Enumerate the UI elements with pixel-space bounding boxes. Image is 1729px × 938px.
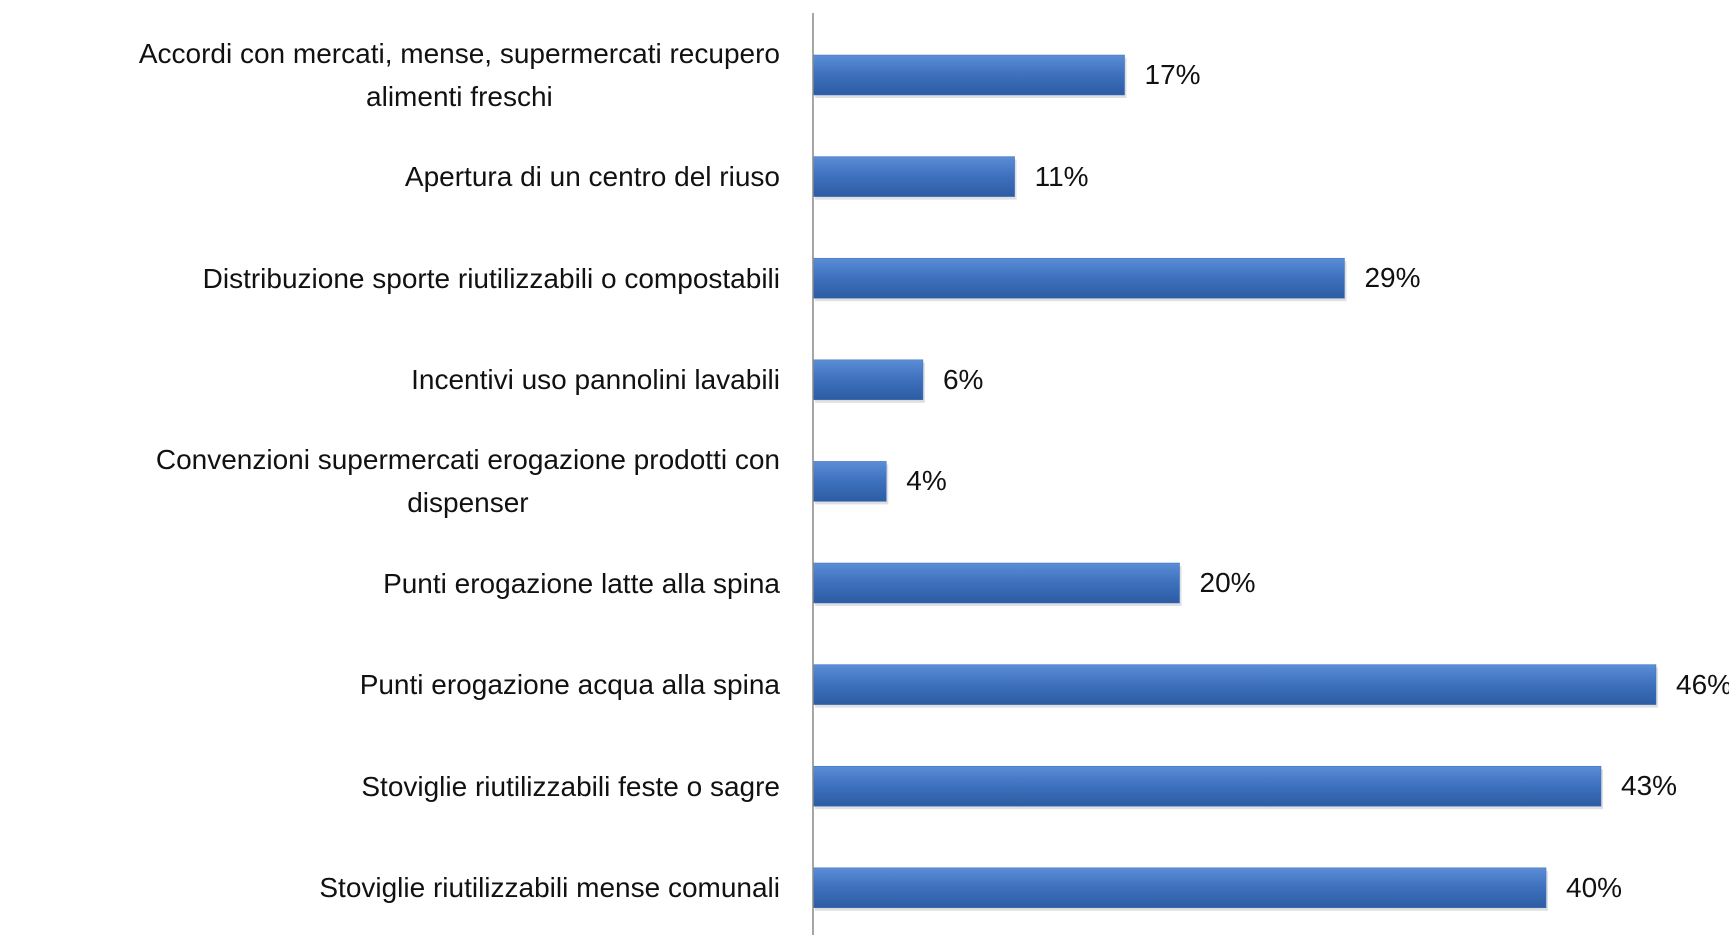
category-text: Punti erogazione latte alla spina [383, 567, 780, 599]
bar [812, 54, 1125, 96]
category-label: Punti erogazione latte alla spina [0, 533, 780, 633]
bar [812, 867, 1547, 909]
value-label: 43% [1621, 770, 1678, 802]
bar [812, 562, 1180, 604]
category-text: Punti erogazione acqua alla spina [359, 669, 780, 701]
value-label: 46% [1676, 668, 1729, 700]
value-label: 40% [1566, 871, 1623, 903]
bar [812, 156, 1015, 197]
category-text: Apertura di un centro del riuso [404, 161, 780, 193]
category-label: Distribuzione sporte riutilizzabili o co… [0, 228, 780, 328]
category-label: Punti erogazione acqua alla spina [0, 635, 780, 735]
bar [812, 257, 1345, 299]
category-label: Incentivi uso pannolini lavabili [0, 330, 780, 430]
category-label: Convenzioni supermercati erogazione prod… [0, 431, 780, 531]
category-label: Stoviglie riutilizzabili mense comunali [0, 838, 780, 938]
category-label: Accordi con mercati, mense, supermercati… [0, 25, 780, 125]
category-text: Convenzioni supermercati erogazione prod… [155, 444, 780, 519]
bar [812, 664, 1657, 705]
category-text: Stoviglie riutilizzabili feste o sagre [361, 770, 780, 802]
bar [812, 461, 887, 502]
value-label: 6% [942, 363, 984, 395]
category-text: Distribuzione sporte riutilizzabili o co… [202, 262, 780, 294]
category-label: Apertura di un centro del riuso [0, 127, 780, 227]
value-label: 4% [906, 465, 947, 497]
category-text: Incentivi uso pannolini lavabili [411, 364, 780, 396]
value-label: 20% [1199, 567, 1256, 598]
bar [812, 765, 1602, 807]
category-text: Accordi con mercati, mense, supermercati… [138, 38, 780, 112]
value-label: 29% [1364, 262, 1421, 294]
value-label: 11% [1034, 160, 1089, 192]
value-label: 17% [1144, 59, 1201, 90]
category-text: Stoviglie riutilizzabili mense comunali [319, 872, 780, 904]
category-label: Stoviglie riutilizzabili feste o sagre [0, 736, 780, 836]
bar [812, 359, 924, 401]
